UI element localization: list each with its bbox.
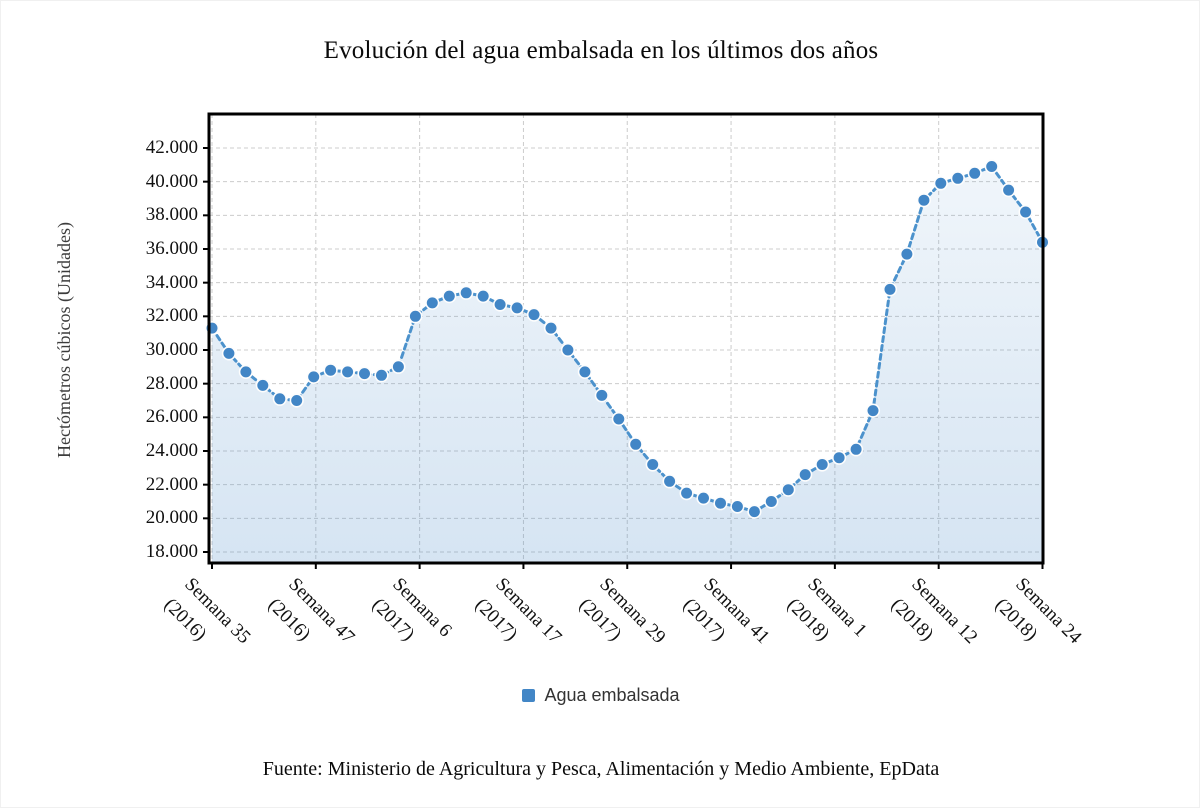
data-point-marker[interactable] bbox=[543, 321, 559, 336]
data-point-marker[interactable] bbox=[238, 364, 254, 380]
data-point-marker[interactable] bbox=[865, 403, 881, 418]
x-axis-tick-label: Semana 41 (2017) bbox=[678, 573, 774, 649]
y-axis-tick-label: 42.000 bbox=[145, 137, 198, 158]
x-axis-tick-label: Semana 1 (2018) bbox=[782, 573, 871, 646]
data-point-marker[interactable] bbox=[645, 457, 660, 472]
data-point-marker[interactable] bbox=[594, 388, 609, 403]
data-point-marker[interactable] bbox=[967, 166, 982, 181]
y-axis-tick-label: 38.000 bbox=[145, 204, 198, 226]
y-axis-tick-label: 32.000 bbox=[145, 305, 198, 327]
y-axis-tick-label: 22.000 bbox=[145, 473, 198, 495]
data-point-marker[interactable] bbox=[340, 364, 355, 380]
data-point-marker[interactable] bbox=[374, 368, 389, 383]
data-point-marker[interactable] bbox=[306, 369, 321, 385]
data-point-marker[interactable] bbox=[476, 289, 491, 304]
y-axis-tick-label: 40.000 bbox=[145, 170, 198, 192]
data-point-marker[interactable] bbox=[882, 282, 898, 297]
data-point-marker[interactable] bbox=[628, 437, 643, 452]
data-point-marker[interactable] bbox=[798, 467, 813, 482]
y-axis-tick-label: 18.000 bbox=[145, 541, 198, 562]
plot-area bbox=[203, 112, 1050, 569]
y-axis-tick-label: 26.000 bbox=[145, 406, 198, 428]
chart-title: Evolución del agua embalsada en los últi… bbox=[323, 37, 879, 64]
data-point-marker[interactable] bbox=[391, 359, 406, 374]
data-point-marker[interactable] bbox=[255, 378, 270, 393]
x-axis-tick-label: Semana 47 (2016) bbox=[263, 573, 359, 649]
y-axis-tick-label: 24.000 bbox=[145, 440, 198, 461]
data-point-marker[interactable] bbox=[1001, 182, 1016, 198]
x-axis-tick-label: Semana 35 (2016) bbox=[159, 573, 255, 649]
data-point-marker[interactable] bbox=[408, 309, 423, 324]
data-point-marker[interactable] bbox=[764, 494, 779, 509]
data-point-marker[interactable] bbox=[950, 171, 965, 186]
series-area-fill bbox=[212, 166, 1043, 563]
data-point-marker[interactable] bbox=[526, 307, 542, 322]
x-axis-tick-label: Semana 24 (2018) bbox=[990, 573, 1086, 649]
x-axis-tick-label: Semana 17 (2017) bbox=[471, 573, 566, 649]
y-axis-tick-label: 28.000 bbox=[145, 372, 198, 394]
data-point-marker[interactable] bbox=[713, 496, 728, 511]
legend-label: Agua embalsada bbox=[544, 685, 680, 705]
data-point-marker[interactable] bbox=[357, 366, 372, 381]
data-point-marker[interactable] bbox=[679, 486, 694, 501]
data-point-marker[interactable] bbox=[696, 491, 711, 506]
data-point-marker[interactable] bbox=[815, 457, 830, 472]
data-point-marker[interactable] bbox=[510, 300, 525, 315]
data-point-marker[interactable] bbox=[323, 363, 338, 378]
y-axis-tick-label: 30.000 bbox=[145, 339, 198, 360]
plot-frame bbox=[207, 112, 1045, 565]
y-axis-tick-label: 20.000 bbox=[145, 507, 198, 529]
legend-series-swatch bbox=[522, 689, 536, 702]
data-point-marker[interactable] bbox=[442, 289, 457, 304]
data-point-marker[interactable] bbox=[662, 474, 677, 489]
data-point-marker[interactable] bbox=[425, 295, 440, 310]
y-axis-tick-label: 36.000 bbox=[145, 238, 198, 259]
x-axis-tick-label: Semana 6 (2017) bbox=[367, 573, 456, 646]
data-point-marker[interactable] bbox=[459, 285, 474, 300]
x-axis-tick-label: Semana 12 (2018) bbox=[886, 573, 982, 649]
data-point-marker[interactable] bbox=[560, 342, 576, 358]
y-axis-tick-label: 34.000 bbox=[145, 271, 198, 293]
data-point-marker[interactable] bbox=[848, 442, 864, 457]
y-axis-title: Hectómetros cúbicos (Unidades) bbox=[54, 222, 74, 458]
data-point-marker[interactable] bbox=[493, 297, 508, 312]
data-point-marker[interactable] bbox=[916, 193, 932, 208]
data-point-marker[interactable] bbox=[1018, 204, 1033, 220]
data-point-marker[interactable] bbox=[747, 504, 762, 519]
data-point-marker[interactable] bbox=[933, 176, 948, 191]
x-axis-tick-label: Semana 29 (2017) bbox=[575, 573, 670, 649]
data-point-marker[interactable] bbox=[289, 393, 304, 408]
data-point-marker[interactable] bbox=[984, 159, 999, 174]
data-point-marker[interactable] bbox=[899, 247, 915, 262]
legend[interactable]: Agua embalsada bbox=[1, 685, 1199, 706]
data-point-marker[interactable] bbox=[221, 346, 236, 361]
data-point-marker[interactable] bbox=[781, 482, 796, 497]
data-point-marker[interactable] bbox=[831, 450, 847, 465]
source-note: Fuente: Ministerio de Agricultura y Pesc… bbox=[262, 758, 940, 780]
data-point-marker[interactable] bbox=[272, 391, 287, 406]
data-point-marker[interactable] bbox=[730, 499, 745, 514]
data-point-marker[interactable] bbox=[611, 411, 626, 427]
data-point-marker[interactable] bbox=[577, 364, 593, 380]
